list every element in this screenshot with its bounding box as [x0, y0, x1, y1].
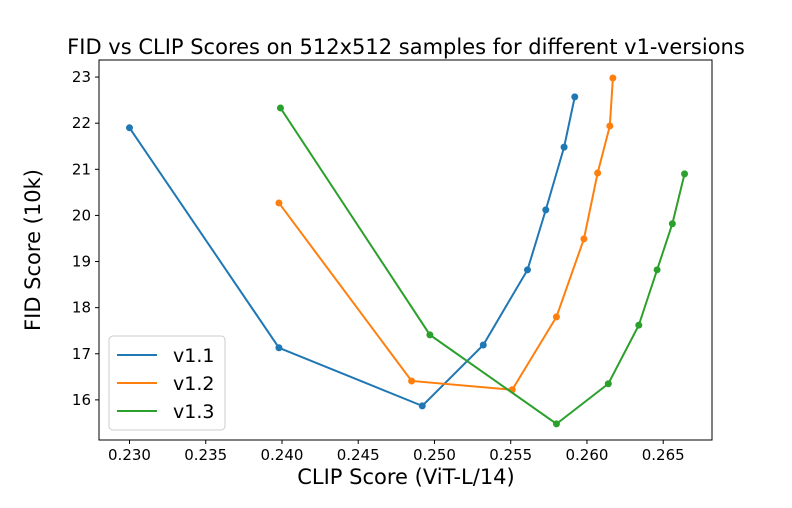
data-point-v1.2 [606, 122, 614, 130]
y-tick-label: 20 [72, 206, 91, 224]
data-point-v1.1 [125, 124, 133, 132]
legend: v1.1 v1.2 v1.3 [108, 335, 226, 431]
data-point-v1.3 [552, 420, 560, 428]
x-tick-label: 0.230 [108, 446, 151, 464]
x-tick-label: 0.245 [337, 446, 380, 464]
data-point-v1.3 [653, 266, 661, 274]
data-point-v1.1 [523, 266, 531, 274]
x-tick-label: 0.250 [413, 446, 456, 464]
data-point-v1.3 [604, 380, 612, 388]
plot-area [125, 74, 689, 428]
data-point-v1.1 [275, 344, 283, 352]
data-point-v1.2 [594, 169, 602, 177]
legend-label: v1.3 [173, 401, 214, 423]
data-point-v1.3 [635, 321, 643, 329]
legend-label: v1.2 [173, 373, 214, 395]
x-tick-label: 0.235 [184, 446, 227, 464]
plot-frame [98, 59, 713, 441]
data-point-v1.1 [560, 143, 568, 151]
legend-box [108, 335, 226, 431]
y-axis-label: FID Score (10k) [21, 169, 45, 331]
y-tick-label: 18 [72, 299, 91, 317]
data-point-v1.2 [609, 74, 617, 82]
y-tick-label: 17 [72, 345, 91, 363]
x-tick-label: 0.255 [489, 446, 532, 464]
x-tick-label: 0.240 [261, 446, 304, 464]
chart-title: FID vs CLIP Scores on 512x512 samples fo… [67, 35, 745, 59]
series-line-v1.1 [128, 96, 576, 408]
data-point-v1.1 [571, 93, 579, 101]
data-point-v1.1 [479, 341, 487, 349]
data-point-v1.3 [276, 104, 284, 112]
y-tick-label: 19 [72, 253, 91, 271]
data-point-v1.2 [552, 313, 560, 321]
series-line-v1.3 [279, 107, 686, 426]
data-point-v1.3 [681, 170, 689, 178]
legend-label: v1.1 [173, 345, 214, 367]
data-point-v1.3 [668, 220, 676, 228]
y-tick-label: 23 [72, 68, 91, 86]
x-tick-label: 0.260 [565, 446, 608, 464]
y-tick-label: 16 [72, 391, 91, 409]
series-line-v1.2 [278, 77, 614, 391]
data-point-v1.2 [580, 235, 588, 243]
y-tick-label: 22 [72, 114, 91, 132]
data-point-v1.2 [275, 199, 283, 207]
data-point-v1.2 [408, 377, 416, 385]
y-tick-label: 21 [72, 160, 91, 178]
data-point-v1.1 [542, 206, 550, 214]
data-point-v1.1 [418, 402, 426, 410]
x-tick-label: 0.265 [642, 446, 685, 464]
data-point-v1.3 [426, 331, 434, 339]
x-axis-label: CLIP Score (ViT-L/14) [297, 465, 515, 489]
